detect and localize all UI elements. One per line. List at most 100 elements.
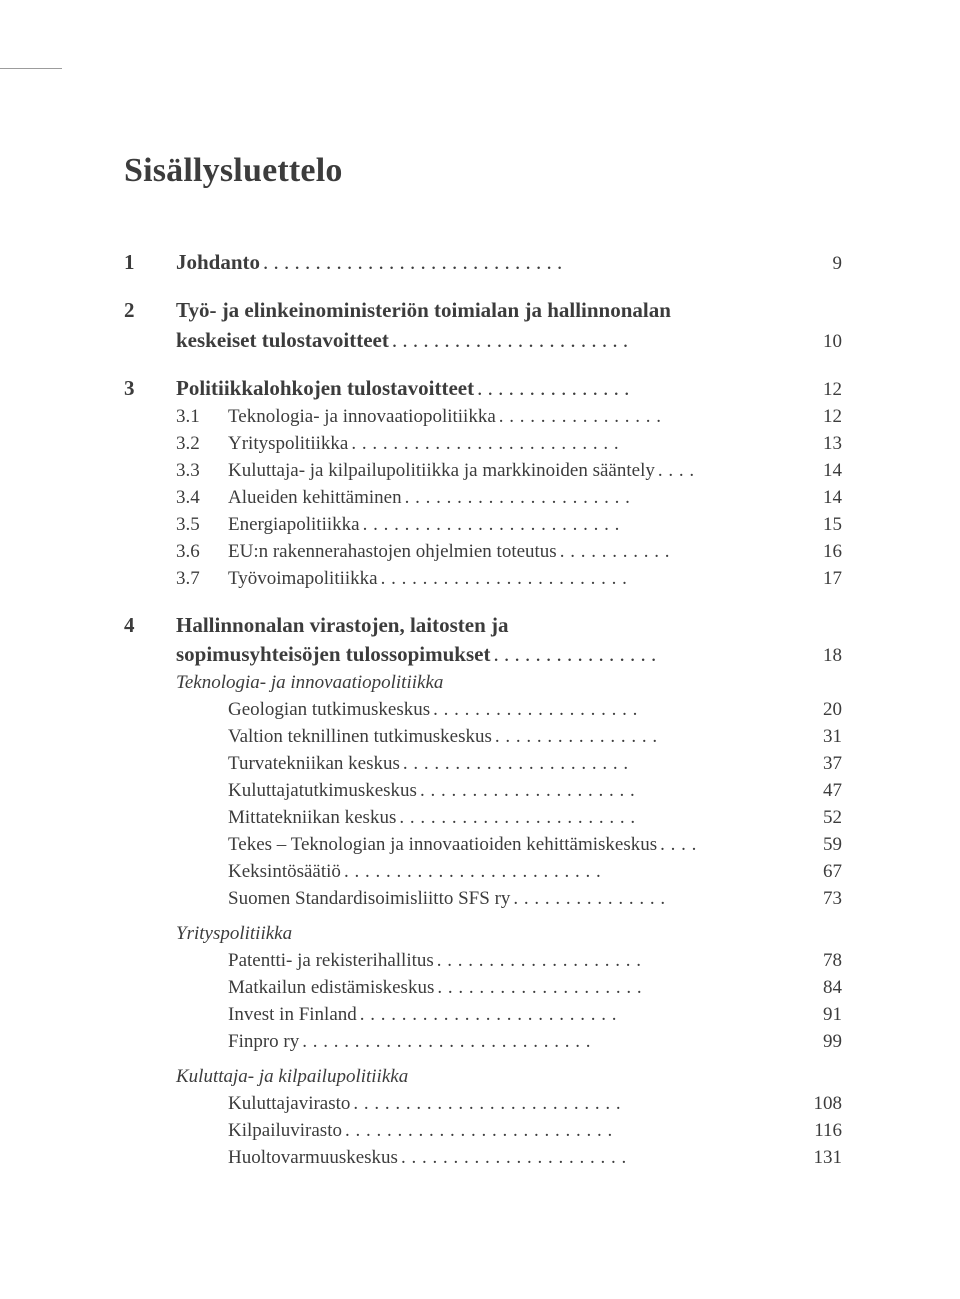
- leader-dots: . . . . . . . . . . . . . . . . . . . . …: [345, 1118, 790, 1145]
- section-label: Hallinnonalan virastojen, laitosten ja: [176, 611, 509, 641]
- page-number: 59: [796, 832, 842, 859]
- leader-dots: . . . . . . . . . . . . . . . . . . . .: [433, 697, 790, 724]
- toc-subsection: 3.6EU:n rakennerahastojen ohjelmien tote…: [124, 539, 842, 566]
- leader-dots: . . . . . . . . . . . . . . . . . . . . …: [353, 1091, 790, 1118]
- leader-dots: . . . . . . . . . . . . . . . .: [495, 724, 790, 751]
- item-label: Finpro ry: [228, 1029, 299, 1056]
- item-label: Matkailun edistämiskeskus: [228, 975, 434, 1002]
- toc-item: Kilpailuvirasto. . . . . . . . . . . . .…: [124, 1118, 842, 1145]
- leader-dots: . . . . . . . . . . . . . . . . . . . . …: [405, 485, 790, 512]
- group-label: Kuluttaja- ja kilpailupolitiikka: [176, 1064, 408, 1091]
- section-label: Politiikkalohkojen tulostavoitteet: [176, 374, 474, 404]
- toc-subsection: 3.4Alueiden kehittäminen. . . . . . . . …: [124, 485, 842, 512]
- leader-dots: . . . .: [660, 832, 790, 859]
- item-label: Huoltovarmuuskeskus: [228, 1145, 398, 1172]
- toc-item: Patentti- ja rekisterihallitus. . . . . …: [124, 948, 842, 975]
- toc-subsection: 3.5Energiapolitiikka. . . . . . . . . . …: [124, 512, 842, 539]
- section-label: Johdanto: [176, 248, 260, 278]
- subsection-label: Energiapolitiikka: [228, 512, 360, 539]
- toc-section: 1 Johdanto . . . . . . . . . . . . . . .…: [124, 248, 842, 278]
- page-number: 73: [796, 886, 842, 913]
- toc-item: Turvatekniikan keskus. . . . . . . . . .…: [124, 751, 842, 778]
- page-number: 37: [796, 751, 842, 778]
- toc-section-line2: sopimusyhteisöjen tulossopimukset . . . …: [124, 640, 842, 670]
- leader-dots: . . . . . . . . . . . . . . .: [477, 374, 790, 404]
- page-title: Sisällysluettelo: [124, 152, 842, 190]
- page-number: 17: [796, 566, 842, 593]
- leader-dots: . . . . . . . . . . . . . . . . . . . . …: [302, 1029, 790, 1056]
- page-number: 31: [796, 724, 842, 751]
- subsection-number: 3.7: [176, 566, 228, 593]
- subsection-number: 3.5: [176, 512, 228, 539]
- toc-item: Valtion teknillinen tutkimuskeskus. . . …: [124, 724, 842, 751]
- page-number: 12: [796, 377, 842, 404]
- item-label: Kilpailuvirasto: [228, 1118, 342, 1145]
- toc-section-line2: keskeiset tulostavoitteet . . . . . . . …: [124, 326, 842, 356]
- item-label: Turvatekniikan keskus: [228, 751, 400, 778]
- subsection-label: Työvoimapolitiikka: [228, 566, 378, 593]
- page-number: 99: [796, 1029, 842, 1056]
- page-number: 52: [796, 805, 842, 832]
- toc-section: 4 Hallinnonalan virastojen, laitosten ja: [124, 611, 842, 641]
- toc-item: Tekes – Teknologian ja innovaatioiden ke…: [124, 832, 842, 859]
- toc-group-heading: Kuluttaja- ja kilpailupolitiikka: [124, 1064, 842, 1091]
- toc-item: Kuluttajatutkimuskeskus. . . . . . . . .…: [124, 778, 842, 805]
- toc-group-heading: Teknologia- ja innovaatiopolitiikka: [124, 670, 842, 697]
- section-number: 4: [124, 611, 176, 641]
- leader-dots: . . . . . . . . . . . . . . . .: [499, 404, 790, 431]
- leader-dots: . . . . . . . . . . . . . . .: [513, 886, 790, 913]
- subsection-label: Kuluttaja- ja kilpailupolitiikka ja mark…: [228, 458, 655, 485]
- section-number: 2: [124, 296, 176, 326]
- leader-dots: . . . . . . . . . . . . . . . . . . . . …: [351, 431, 790, 458]
- item-label: Tekes – Teknologian ja innovaatioiden ke…: [228, 832, 657, 859]
- item-label: Valtion teknillinen tutkimuskeskus: [228, 724, 492, 751]
- toc-section: 3 Politiikkalohkojen tulostavoitteet . .…: [124, 374, 842, 404]
- item-label: Invest in Finland: [228, 1002, 357, 1029]
- page-number: 20: [796, 697, 842, 724]
- leader-dots: . . . . . . . . . . . . . . . . . . . . …: [403, 751, 790, 778]
- toc-item: Mittatekniikan keskus. . . . . . . . . .…: [124, 805, 842, 832]
- toc-subsection: 3.7Työvoimapolitiikka. . . . . . . . . .…: [124, 566, 842, 593]
- section-label: sopimusyhteisöjen tulossopimukset: [176, 640, 490, 670]
- page-number: 131: [796, 1145, 842, 1172]
- section-number: 1: [124, 248, 176, 278]
- leader-dots: . . . . . . . . . . . . . . . . . . . . …: [344, 859, 790, 886]
- page-number: 47: [796, 778, 842, 805]
- toc-item: Huoltovarmuuskeskus. . . . . . . . . . .…: [124, 1145, 842, 1172]
- leader-dots: . . . . . . . . . . .: [560, 539, 790, 566]
- toc-item: Suomen Standardisoimisliitto SFS ry. . .…: [124, 886, 842, 913]
- page-number: 15: [796, 512, 842, 539]
- leader-dots: . . . . . . . . . . . . . . . . . . . . …: [263, 248, 790, 278]
- section-label: keskeiset tulostavoitteet: [176, 326, 389, 356]
- item-label: Kuluttajavirasto: [228, 1091, 350, 1118]
- leader-dots: . . . .: [658, 458, 790, 485]
- subsection-number: 3.2: [176, 431, 228, 458]
- toc-subsection: 3.3Kuluttaja- ja kilpailupolitiikka ja m…: [124, 458, 842, 485]
- item-label: Suomen Standardisoimisliitto SFS ry: [228, 886, 510, 913]
- leader-dots: . . . . . . . . . . . . . . . . . . . . …: [392, 326, 790, 356]
- toc-item: Geologian tutkimuskeskus. . . . . . . . …: [124, 697, 842, 724]
- subsection-label: EU:n rakennerahastojen ohjelmien toteutu…: [228, 539, 557, 566]
- leader-dots: . . . . . . . . . . . . . . . . . . . . …: [399, 805, 790, 832]
- toc-section: 2 Työ- ja elinkeinoministeriön toimialan…: [124, 296, 842, 326]
- item-label: Keksintösäätiö: [228, 859, 341, 886]
- toc-subsection: 3.2Yrityspolitiikka. . . . . . . . . . .…: [124, 431, 842, 458]
- toc-page: Sisällysluettelo 1 Johdanto . . . . . . …: [124, 152, 842, 1172]
- toc-item: Finpro ry . . . . . . . . . . . . . . . …: [124, 1029, 842, 1056]
- toc-item: Keksintösäätiö . . . . . . . . . . . . .…: [124, 859, 842, 886]
- page-number: 14: [796, 458, 842, 485]
- page-number: 10: [796, 329, 842, 356]
- subsection-label: Yrityspolitiikka: [228, 431, 348, 458]
- page-number: 16: [796, 539, 842, 566]
- item-label: Kuluttajatutkimuskeskus: [228, 778, 417, 805]
- section-label: Työ- ja elinkeinoministeriön toimialan j…: [176, 296, 671, 326]
- page-number: 12: [796, 404, 842, 431]
- leader-dots: . . . . . . . . . . . . . . . . . . . . …: [363, 512, 790, 539]
- toc-item: Kuluttajavirasto. . . . . . . . . . . . …: [124, 1091, 842, 1118]
- leader-dots: . . . . . . . . . . . . . . . . . . . .: [437, 975, 790, 1002]
- leader-dots: . . . . . . . . . . . . . . . . . . . . …: [360, 1002, 790, 1029]
- leader-dots: . . . . . . . . . . . . . . . . . . . . …: [381, 566, 790, 593]
- subsection-label: Alueiden kehittäminen: [228, 485, 402, 512]
- subsection-number: 3.1: [176, 404, 228, 431]
- leader-dots: . . . . . . . . . . . . . . . .: [493, 640, 790, 670]
